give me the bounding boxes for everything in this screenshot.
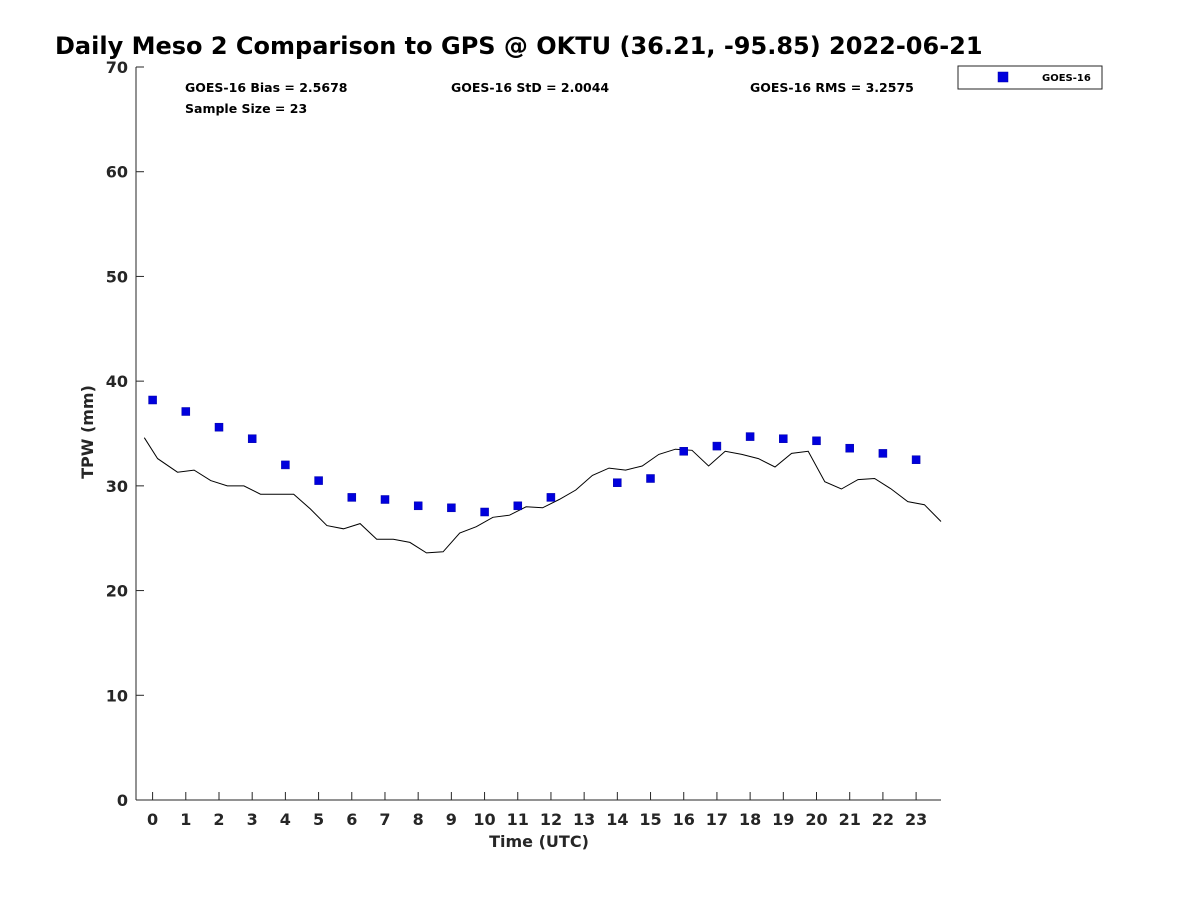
x-tick-label: 5 [313, 810, 324, 829]
x-tick-label: 17 [706, 810, 728, 829]
chart-title: Daily Meso 2 Comparison to GPS @ OKTU (3… [55, 32, 983, 60]
goes16-point [911, 455, 921, 464]
x-tick-label: 20 [805, 810, 827, 829]
x-tick-label: 14 [606, 810, 628, 829]
x-tick-label: 4 [280, 810, 291, 829]
x-axis: 0 1 2 3 4 5 6 7 8 9 10 11 12 13 14 15 16 17 18 19 20 21 22 23 [147, 792, 927, 829]
y-tick-label: 0 [117, 791, 128, 810]
x-tick-label: 0 [147, 810, 158, 829]
goes16-point [447, 503, 456, 513]
goes16-point [613, 478, 622, 487]
x-axis-label: Time (UTC) [489, 832, 589, 851]
x-tick-label: 21 [839, 810, 861, 829]
goes16-point [712, 441, 722, 451]
legend-marker-square [997, 71, 1009, 83]
x-tick-label: 2 [213, 810, 224, 829]
x-tick-label: 3 [247, 810, 258, 829]
x-tick-label: 18 [739, 810, 761, 829]
goes16-point [347, 493, 357, 502]
goes16-point [214, 422, 224, 432]
x-tick-label: 12 [540, 810, 562, 829]
goes16-point [812, 436, 821, 446]
goes16-point [546, 493, 556, 502]
y-tick-label: 20 [106, 582, 128, 601]
x-tick-label: 6 [346, 810, 357, 829]
goes16-point [646, 474, 655, 483]
x-tick-label: 9 [446, 810, 457, 829]
goes16-point [480, 507, 489, 517]
legend-entry-goes16: GOES-16 [1042, 73, 1091, 84]
goes16-series-points [148, 395, 921, 517]
goes16-point [314, 476, 323, 485]
x-tick-label: 19 [772, 810, 794, 829]
goes16-point [745, 432, 755, 441]
x-tick-label: 11 [507, 810, 529, 829]
y-tick-label: 50 [106, 267, 128, 286]
goes16-point [779, 434, 788, 443]
goes16-point [281, 460, 290, 470]
gps-series-line [143, 437, 942, 554]
y-tick-label: 30 [106, 477, 128, 496]
x-tick-label: 1 [180, 810, 191, 829]
stat-std: GOES-16 StD = 2.0044 [451, 80, 609, 95]
stat-rms: GOES-16 RMS = 3.2575 [750, 80, 914, 95]
y-axis: 0 10 20 30 40 50 60 70 [106, 58, 144, 810]
y-tick-label: 60 [106, 163, 128, 182]
x-tick-label: 23 [905, 810, 927, 829]
goes16-point [413, 501, 423, 511]
goes16-point [247, 434, 257, 443]
goes16-point [148, 395, 157, 405]
y-axis-label: TPW (mm) [78, 385, 97, 479]
goes16-point [878, 449, 888, 458]
x-tick-label: 10 [473, 810, 495, 829]
y-tick-label: 40 [106, 372, 128, 391]
goes16-point [679, 447, 688, 456]
goes16-point [513, 501, 523, 511]
x-tick-label: 8 [413, 810, 424, 829]
stat-bias: GOES-16 Bias = 2.5678 [185, 80, 347, 95]
x-tick-label: 22 [872, 810, 894, 829]
y-tick-label: 10 [106, 686, 128, 705]
goes16-point [845, 443, 854, 453]
goes16-point [181, 407, 191, 416]
x-tick-label: 7 [379, 810, 390, 829]
x-tick-label: 15 [639, 810, 661, 829]
x-tick-label: 13 [573, 810, 595, 829]
x-tick-label: 16 [673, 810, 695, 829]
stat-sample-size: Sample Size = 23 [185, 101, 307, 116]
legend-box [957, 65, 1103, 90]
legend: GOES-16 [957, 65, 1103, 90]
goes16-point [380, 495, 390, 504]
y-tick-label: 70 [106, 58, 128, 77]
